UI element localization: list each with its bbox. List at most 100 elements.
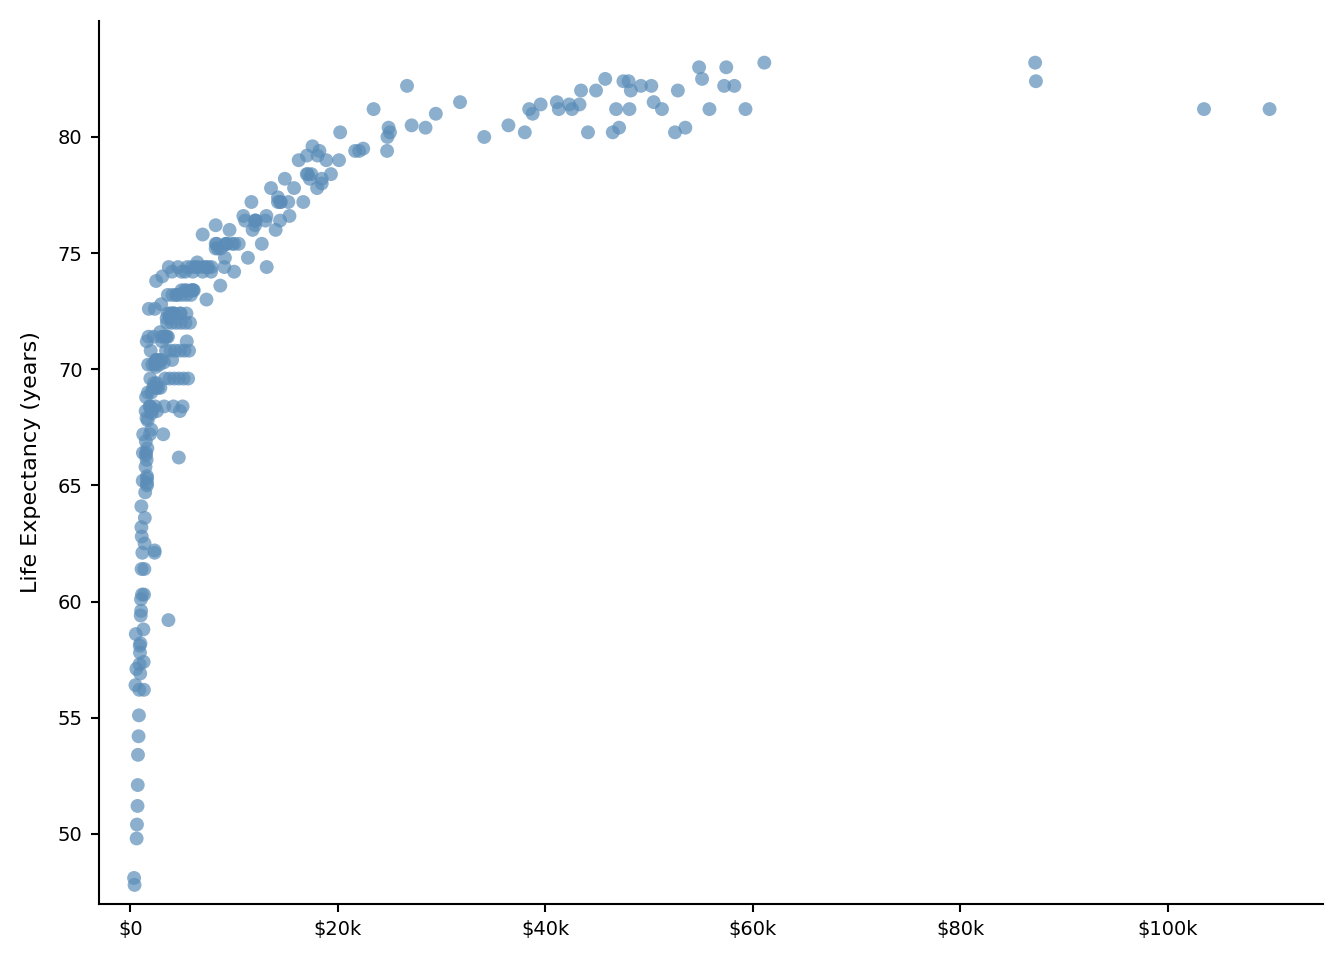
Point [613, 74, 634, 89]
Point [160, 343, 181, 358]
Point [144, 375, 165, 391]
Point [145, 352, 167, 368]
Point [152, 426, 173, 442]
Point [124, 871, 145, 886]
Point [130, 498, 152, 514]
Point [171, 287, 192, 302]
Point [156, 310, 177, 325]
Point [577, 125, 598, 140]
Point [270, 194, 292, 209]
Point [251, 236, 273, 252]
Point [134, 485, 156, 500]
Point [136, 452, 157, 468]
Point [153, 398, 175, 414]
Point [602, 125, 624, 140]
Point [151, 329, 172, 345]
Point [136, 468, 157, 484]
Point [642, 94, 664, 109]
Point [310, 176, 332, 191]
Point [136, 478, 157, 493]
Point [296, 166, 317, 181]
Point [157, 287, 179, 302]
Point [215, 236, 237, 252]
Point [558, 97, 579, 112]
Point [173, 371, 195, 386]
Point [134, 510, 156, 525]
Point [546, 94, 567, 109]
Point [195, 259, 216, 275]
Point [144, 545, 165, 561]
Point [210, 241, 231, 256]
Point [157, 329, 179, 345]
Point [164, 306, 185, 322]
Point [652, 102, 673, 117]
Point [149, 324, 171, 340]
Point [129, 683, 151, 698]
Point [126, 778, 148, 793]
Point [594, 71, 616, 86]
Point [161, 287, 183, 302]
Point [620, 83, 641, 98]
Point [715, 60, 737, 75]
Point [667, 83, 688, 98]
Point [179, 343, 200, 358]
Point [136, 390, 157, 405]
Point [183, 264, 204, 279]
Point [145, 352, 167, 368]
Point [222, 236, 243, 252]
Point [265, 222, 286, 237]
Point [169, 343, 191, 358]
Point [723, 78, 745, 93]
Point [134, 459, 156, 474]
Point [176, 282, 198, 298]
Point [215, 236, 237, 252]
Point [183, 282, 204, 298]
Point [164, 306, 185, 322]
Point [136, 445, 157, 461]
Point [148, 352, 169, 368]
Point [245, 213, 266, 228]
Point [175, 315, 196, 330]
Point [169, 306, 191, 322]
Point [128, 729, 149, 744]
Point [163, 398, 184, 414]
Point [714, 78, 735, 93]
Point [585, 83, 606, 98]
Point [164, 343, 185, 358]
Point [156, 329, 177, 345]
Point [185, 259, 207, 275]
Point [396, 78, 418, 93]
Point [157, 306, 179, 322]
Point [300, 171, 321, 186]
Point [167, 259, 188, 275]
Point [140, 426, 161, 442]
Point [165, 315, 187, 330]
Point [134, 403, 156, 419]
Point [219, 222, 241, 237]
Point [124, 877, 145, 893]
Point [521, 106, 543, 121]
Point [196, 292, 218, 307]
Point [142, 329, 164, 345]
Point [245, 213, 266, 228]
Point [245, 218, 266, 233]
Point [255, 208, 277, 224]
Point [155, 371, 176, 386]
Point [228, 236, 250, 252]
Point [132, 445, 153, 461]
Point [136, 447, 157, 463]
Point [214, 250, 235, 265]
Point [206, 236, 227, 252]
Point [735, 102, 757, 117]
Point [1025, 74, 1047, 89]
Point [352, 141, 374, 156]
Point [136, 410, 157, 425]
Point [376, 130, 398, 145]
Point [141, 422, 163, 438]
Point [306, 180, 328, 196]
Point [137, 329, 159, 345]
Point [130, 603, 152, 618]
Point [192, 259, 214, 275]
Point [136, 470, 157, 486]
Point [270, 194, 292, 209]
